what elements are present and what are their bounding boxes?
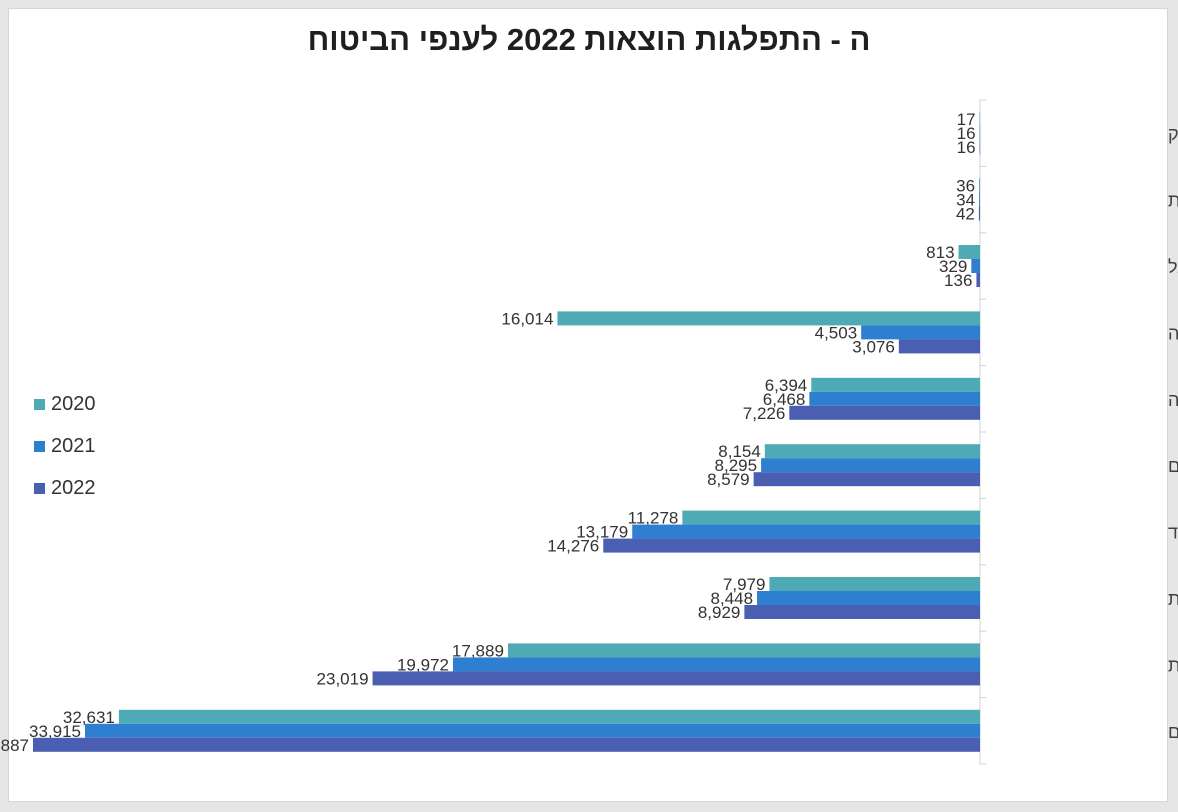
bar-2020 (118, 709, 980, 724)
bar-2021 (979, 126, 981, 141)
data-label: 19,972 (397, 655, 449, 674)
data-label: 8,295 (715, 456, 758, 475)
bar-2022 (753, 472, 980, 487)
bar-2021 (761, 458, 980, 473)
data-label: 16 (957, 138, 976, 157)
bar-2022 (979, 140, 981, 155)
data-label: 14,276 (547, 537, 599, 556)
data-label: 16 (957, 124, 976, 143)
category-label: העוקות מטעמי צדק (1168, 124, 1178, 144)
bar-2022 (32, 737, 981, 752)
category-label: אבטלה (1168, 323, 1178, 343)
bar-2020 (979, 112, 981, 127)
legend-swatch (34, 483, 45, 495)
category-label: נפגעי עבודה (1168, 390, 1178, 410)
data-label: 8,154 (718, 442, 761, 461)
data-label: 17,889 (452, 641, 504, 660)
data-label: 42 (956, 205, 975, 224)
category-label: פשיטת רגל (1168, 257, 1178, 277)
data-label: 32,631 (63, 708, 115, 727)
data-label: 8,579 (707, 470, 750, 489)
bar-2020 (769, 577, 980, 591)
data-label: 7,226 (743, 404, 786, 423)
bar-2021 (452, 657, 980, 672)
bar-2021 (85, 723, 981, 738)
category-label: אזרח ותיק ושארים (1168, 722, 1178, 742)
legend-item-2020: 2020 (34, 393, 96, 416)
data-label: 6,394 (765, 376, 808, 395)
data-label: 8,929 (698, 603, 741, 622)
category-label: סיעוד (1168, 523, 1178, 543)
data-label: 33,915 (29, 722, 81, 741)
data-label: 3,076 (852, 337, 895, 356)
bar-2020 (682, 510, 980, 525)
bar-2020 (764, 444, 980, 459)
data-label: 329 (939, 257, 967, 276)
data-label: 34 (956, 191, 975, 210)
bar-2022 (978, 206, 980, 221)
chart-title: ה - התפלגות הוצאות 2022 לענפי הביטוח (307, 22, 871, 57)
legend-swatch (34, 441, 45, 453)
data-label: 36 (956, 177, 975, 196)
data-label: 7,979 (723, 575, 766, 594)
bar-2021 (757, 591, 980, 605)
bar-2020 (507, 643, 980, 658)
data-label: 13,179 (576, 523, 628, 542)
bar-2021 (971, 259, 980, 273)
bar-2022 (789, 405, 980, 420)
data-label: 23,019 (317, 669, 369, 688)
category-label: נכות כללית (1168, 655, 1178, 675)
data-label: 16,014 (501, 309, 553, 328)
bar-2020 (557, 311, 980, 326)
bar-2020 (811, 377, 980, 392)
bar-2021 (979, 192, 980, 207)
legend-label: 2021 (51, 435, 96, 457)
category-label: ילדים (1168, 456, 1178, 476)
data-label: 813 (926, 243, 954, 262)
bar-2021 (809, 391, 980, 406)
data-label: 11,278 (628, 509, 679, 528)
category-label: נפגעי תאונות (1168, 191, 1178, 211)
bar-2021 (632, 524, 980, 539)
data-label: 136 (944, 271, 972, 290)
data-label: 4,503 (815, 323, 858, 342)
bar-2020 (958, 245, 980, 259)
category-label: אימהות (1168, 589, 1178, 609)
legend-label: 2022 (51, 477, 96, 499)
bar-2021 (861, 325, 980, 340)
legend-swatch (34, 399, 45, 411)
data-label: 35,887 (0, 736, 29, 755)
data-label: 6,468 (763, 390, 806, 409)
data-label: 8,448 (711, 589, 754, 608)
bar-2022 (372, 671, 980, 686)
bar-2020 (979, 178, 980, 193)
bar-2022 (898, 339, 980, 354)
bar-2022 (976, 273, 980, 287)
data-label: 17 (957, 110, 976, 129)
legend-item-2021: 2021 (34, 435, 96, 458)
legend-item-2022: 2022 (34, 477, 96, 500)
bar-2022 (744, 605, 980, 619)
legend-label: 2020 (51, 393, 96, 415)
bar-2022 (603, 538, 980, 553)
